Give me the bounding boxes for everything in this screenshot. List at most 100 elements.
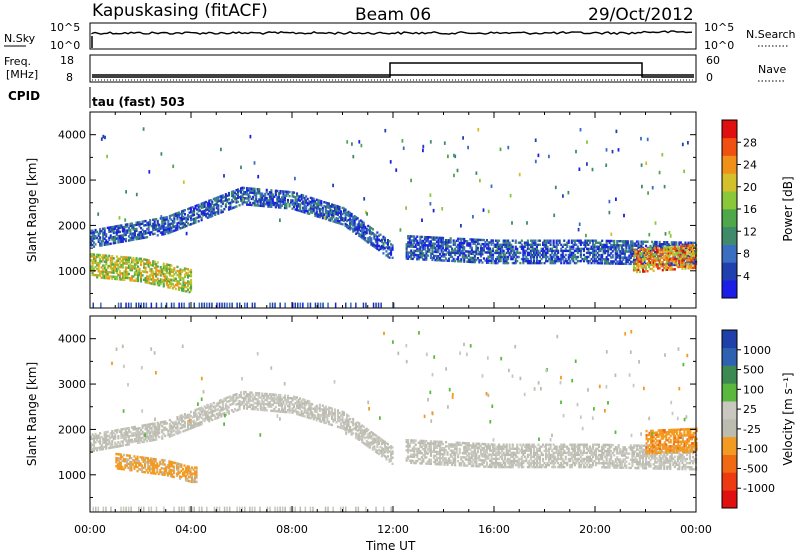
power-echo-cell (229, 201, 232, 204)
power-echo-cell (592, 239, 595, 242)
power-echo-cell (585, 243, 588, 246)
power-echo-cell (241, 186, 244, 189)
power-echo-cell (349, 224, 352, 227)
power-echo-cell (215, 211, 218, 214)
power-echo-cell (681, 259, 684, 262)
power-echo-cell (564, 247, 567, 251)
velocity-echo-cell (91, 437, 94, 440)
velocity-echo-cell (361, 440, 364, 444)
velocity-echo-cell (185, 428, 188, 432)
power-echo-cell (604, 260, 607, 263)
power-echo-cell (364, 239, 367, 242)
power-echo-cell (508, 245, 511, 248)
power-echo-cell (690, 249, 693, 253)
power-echo-cell (296, 194, 299, 197)
power-echo-cell (385, 254, 388, 257)
power-echo-cell (535, 255, 538, 259)
power-echo-cell (115, 231, 118, 234)
power-echo-cell (661, 250, 664, 253)
power-echo-cell (408, 251, 411, 254)
power-echo-cell (121, 262, 124, 265)
power-echo-cell (91, 255, 94, 258)
velocity-echo-cell (119, 465, 122, 469)
power-echo-cell (156, 283, 159, 287)
velocity-echo-cell (214, 417, 217, 420)
velocity-echo-cell (270, 395, 273, 398)
velocity-echo-cell (194, 425, 197, 428)
power-echo-cell (479, 178, 481, 183)
velocity-echo-cell (303, 415, 306, 418)
power-echo-cell (194, 219, 197, 222)
power-echo-cell (461, 237, 464, 241)
power-echo-cell (673, 245, 676, 248)
power-echo-cell (649, 253, 652, 256)
power-echo-cell (358, 140, 361, 144)
power-echo-cell (150, 272, 153, 275)
power-echo-cell (505, 245, 508, 248)
velocity-echo-cell (122, 468, 125, 471)
power-echo-cell (359, 229, 362, 232)
power-echo-cell (185, 267, 188, 271)
velocity-echo-cell (232, 394, 235, 397)
power-echo-cell (457, 258, 460, 261)
power-echo-cell (197, 213, 200, 217)
power-echo-cell (148, 170, 151, 174)
velocity-echo-cell (255, 406, 258, 409)
velocity-echo-cell (244, 397, 247, 400)
velocity-echo-cell (358, 428, 361, 431)
power-echo-cell (632, 262, 635, 266)
power-echo-cell (146, 231, 149, 235)
power-echo-cell (335, 204, 338, 208)
velocity-echo-cell (262, 396, 265, 399)
velocity-echo-cell (200, 406, 203, 409)
velocity-echo-cell (168, 433, 171, 436)
power-echo-cell (250, 203, 253, 207)
velocity-echo-cell (211, 412, 214, 415)
power-echo-cell (217, 204, 220, 207)
power-echo-cell (170, 264, 173, 267)
power-echo-cell (605, 249, 608, 253)
power-echo-cell (94, 259, 97, 262)
power-echo-cell (579, 239, 582, 242)
power-echo-cell (212, 212, 215, 215)
power-echo-cell (501, 255, 504, 259)
power-echo-cell (690, 256, 693, 260)
velocity-echo-cell (273, 397, 276, 400)
power-echo-cell (605, 256, 608, 259)
power-echo-cell (111, 257, 114, 260)
velocity-echo-cell (356, 435, 359, 438)
power-echo-cell (535, 245, 538, 248)
power-echo-cell (446, 259, 449, 262)
velocity-echo-cell (261, 394, 264, 397)
power-echo-cell (188, 302, 190, 308)
velocity-echo-cell (156, 427, 159, 431)
power-echo-cell (602, 245, 605, 249)
power-echo-cell (133, 271, 136, 274)
power-echo-cell (672, 260, 675, 263)
velocity-echo-cell (364, 432, 367, 436)
power-echo-cell (135, 267, 138, 270)
power-echo-cell (285, 204, 288, 208)
velocity-echo-cell (218, 399, 221, 402)
power-echo-cell (102, 274, 105, 277)
velocity-echo-cell (161, 431, 164, 434)
power-echo-cell (454, 249, 457, 253)
power-echo-cell (103, 260, 106, 263)
velocity-echo-cell (261, 408, 264, 412)
power-echo-cell (346, 225, 349, 229)
power-echo-cell (282, 194, 285, 197)
power-echo-cell (336, 209, 339, 212)
velocity-echo-cell (286, 404, 289, 408)
power-echo-cell (675, 263, 678, 267)
power-echo-cell (190, 223, 193, 226)
power-echo-cell (679, 253, 682, 256)
power-echo-cell (91, 253, 94, 256)
power-echo-cell (632, 248, 635, 251)
power-echo-cell (105, 256, 108, 259)
velocity-echo-cell (117, 435, 120, 438)
power-echo-cell (608, 239, 611, 243)
power-echo-cell (543, 245, 546, 248)
power-echo-cell (208, 205, 211, 209)
nave-tick-bottom: 0 (706, 71, 713, 84)
power-echo-cell (485, 261, 488, 264)
